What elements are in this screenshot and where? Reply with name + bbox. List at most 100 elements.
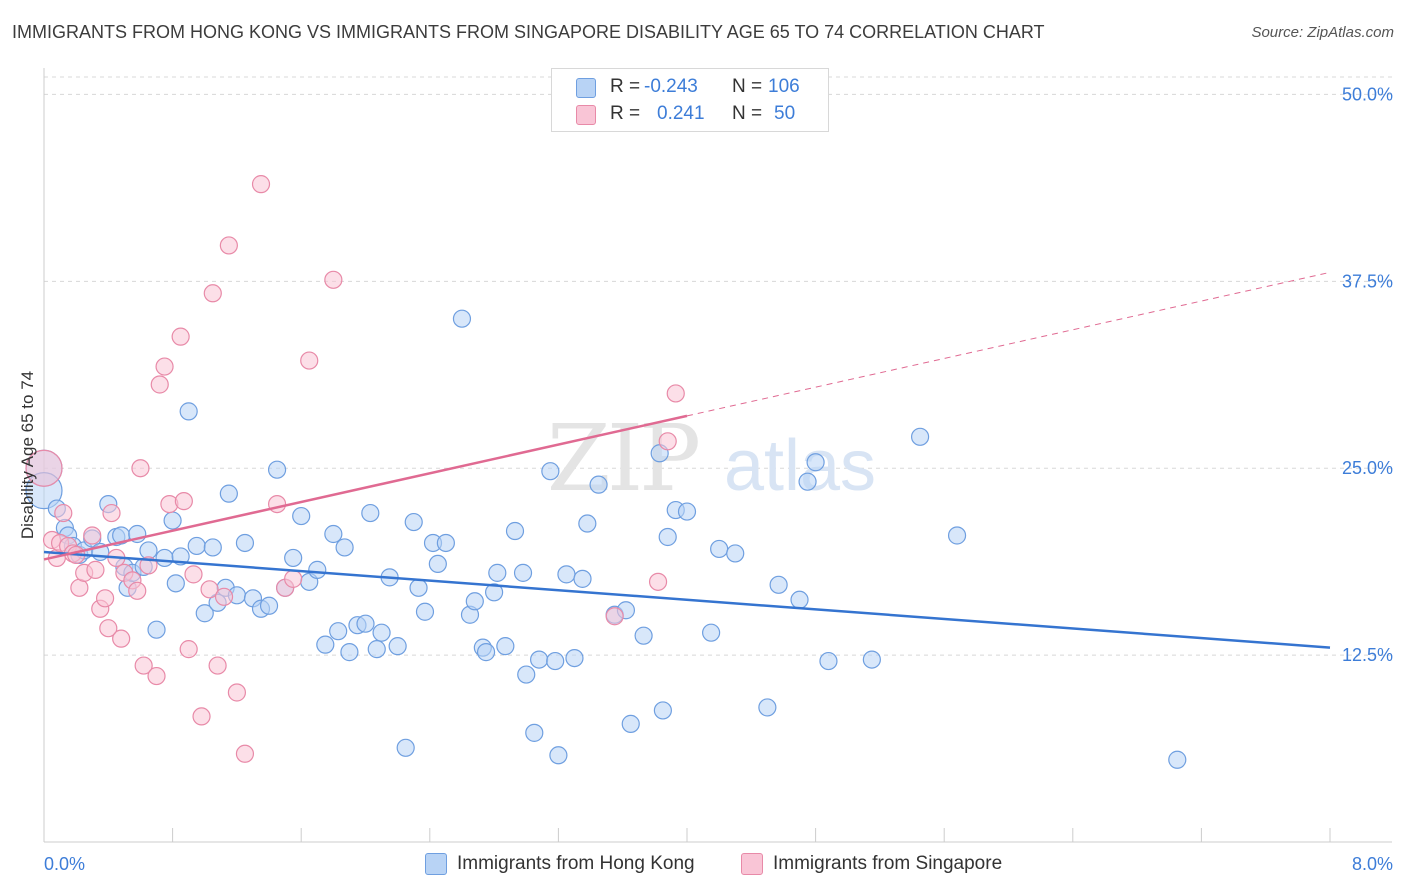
y-tick-label: 25.0% (1342, 458, 1393, 478)
hong-kong-point (329, 622, 348, 641)
hong-kong-point (710, 539, 729, 559)
watermark-zip: ZIP (547, 405, 698, 512)
legend-n-label: N = (732, 76, 763, 97)
chart-title: IMMIGRANTS FROM HONG KONG VS IMMIGRANTS … (12, 22, 1045, 42)
singapore-point (300, 351, 319, 370)
singapore-point (54, 503, 73, 523)
singapore-point (174, 492, 193, 511)
hong-kong-point (634, 626, 653, 645)
hong-kong-point (726, 544, 745, 563)
hong-kong-point (549, 746, 568, 765)
legend-r-value: 0.241 (657, 103, 705, 124)
legend-n-label: N = (732, 103, 763, 124)
singapore-point (227, 683, 246, 702)
hong-kong-point (819, 651, 838, 671)
hong-kong-point (187, 536, 206, 556)
singapore-point (25, 449, 63, 487)
hong-kong-point (653, 701, 672, 720)
hong-kong-point (324, 524, 343, 544)
hong-kong-point (517, 665, 536, 684)
hong-kong-point (947, 526, 967, 545)
legend-swatch-hong-kong (425, 853, 447, 875)
y-axis-label: Disability Age 65 to 74 (18, 370, 37, 540)
legend-swatch-hong-kong (576, 78, 596, 98)
singapore-point (95, 589, 115, 608)
stats-legend: R = -0.243 N = 106 R = 0.241 N = 50 (551, 68, 829, 132)
singapore-point (284, 569, 303, 588)
singapore-point (658, 432, 677, 451)
hong-kong-point (702, 623, 721, 642)
hong-kong-point (465, 592, 484, 611)
singapore-point (83, 526, 102, 545)
singapore-point (184, 565, 203, 584)
y-tick-label: 37.5% (1342, 271, 1393, 291)
hong-kong-point (436, 533, 455, 553)
trend-layer (43, 271, 1331, 649)
y-tick-label: 50.0% (1342, 84, 1393, 104)
hong-kong-point (530, 650, 549, 669)
singapore-point (267, 494, 287, 514)
hong-kong-point (166, 574, 185, 593)
hong-kong-point (235, 533, 255, 553)
singapore-point (128, 581, 147, 600)
hong-kong-point (396, 738, 415, 757)
singapore-point (208, 656, 227, 675)
hong-kong-point (488, 563, 507, 582)
hong-kong-point (496, 637, 515, 656)
hong-kong-point (292, 506, 311, 526)
singapore-point (251, 175, 271, 194)
source-label: Source: ZipAtlas.com (1251, 24, 1394, 41)
hong-kong-point (677, 502, 697, 521)
singapore-point (235, 744, 255, 763)
legend-r-label: R = (610, 76, 641, 97)
singapore-point (648, 572, 668, 591)
points-layer (25, 175, 1187, 769)
singapore-point (171, 327, 190, 346)
hong-kong-point (267, 460, 287, 479)
hong-kong-point (361, 503, 380, 523)
hong-kong-point (798, 472, 817, 491)
watermark: ZIP atlas (547, 405, 876, 512)
singapore-point (200, 580, 219, 599)
hong-kong-point (1168, 750, 1187, 769)
singapore-point (131, 459, 150, 478)
legend-swatch-singapore (576, 105, 596, 125)
hong-kong-point (147, 620, 166, 639)
hong-kong-point (203, 538, 222, 557)
hong-kong-point (862, 650, 881, 669)
hong-kong-point (335, 538, 354, 557)
y-tick-label: 12.5% (1342, 645, 1393, 665)
hong-kong-point (308, 560, 327, 579)
singapore-point (192, 707, 211, 726)
hong-kong-point (452, 309, 472, 328)
hong-kong-point (316, 635, 335, 654)
singapore-point (219, 236, 238, 255)
singapore-point (155, 357, 174, 376)
singapore-point (102, 503, 121, 523)
hong-kong-point (367, 640, 386, 659)
legend-r-label: R = (610, 103, 641, 124)
singapore-trend-extension (686, 271, 1331, 417)
singapore-trend-line (43, 414, 688, 561)
hong-kong-point (415, 602, 435, 621)
hong-kong-point (758, 698, 777, 717)
hong-kong-point (195, 604, 214, 623)
singapore-point (179, 640, 198, 659)
hong-kong-point (541, 462, 560, 481)
hong-kong-point (284, 548, 303, 568)
hong-kong-point (179, 402, 198, 421)
hong-kong-point (769, 575, 788, 594)
legend-label-hong-kong: Immigrants from Hong Kong (457, 853, 695, 874)
hong-kong-point (658, 527, 677, 547)
singapore-point (134, 656, 153, 675)
legend-n-value: 50 (774, 103, 796, 124)
hong-kong-point (505, 521, 525, 541)
x-tick-label: 8.0% (1352, 854, 1393, 874)
hong-kong-point (573, 569, 592, 588)
hong-kong-point (525, 723, 544, 742)
singapore-point (214, 587, 234, 606)
hong-kong-point (621, 714, 640, 733)
hong-kong-point (219, 484, 238, 503)
hong-kong-point (340, 643, 359, 662)
